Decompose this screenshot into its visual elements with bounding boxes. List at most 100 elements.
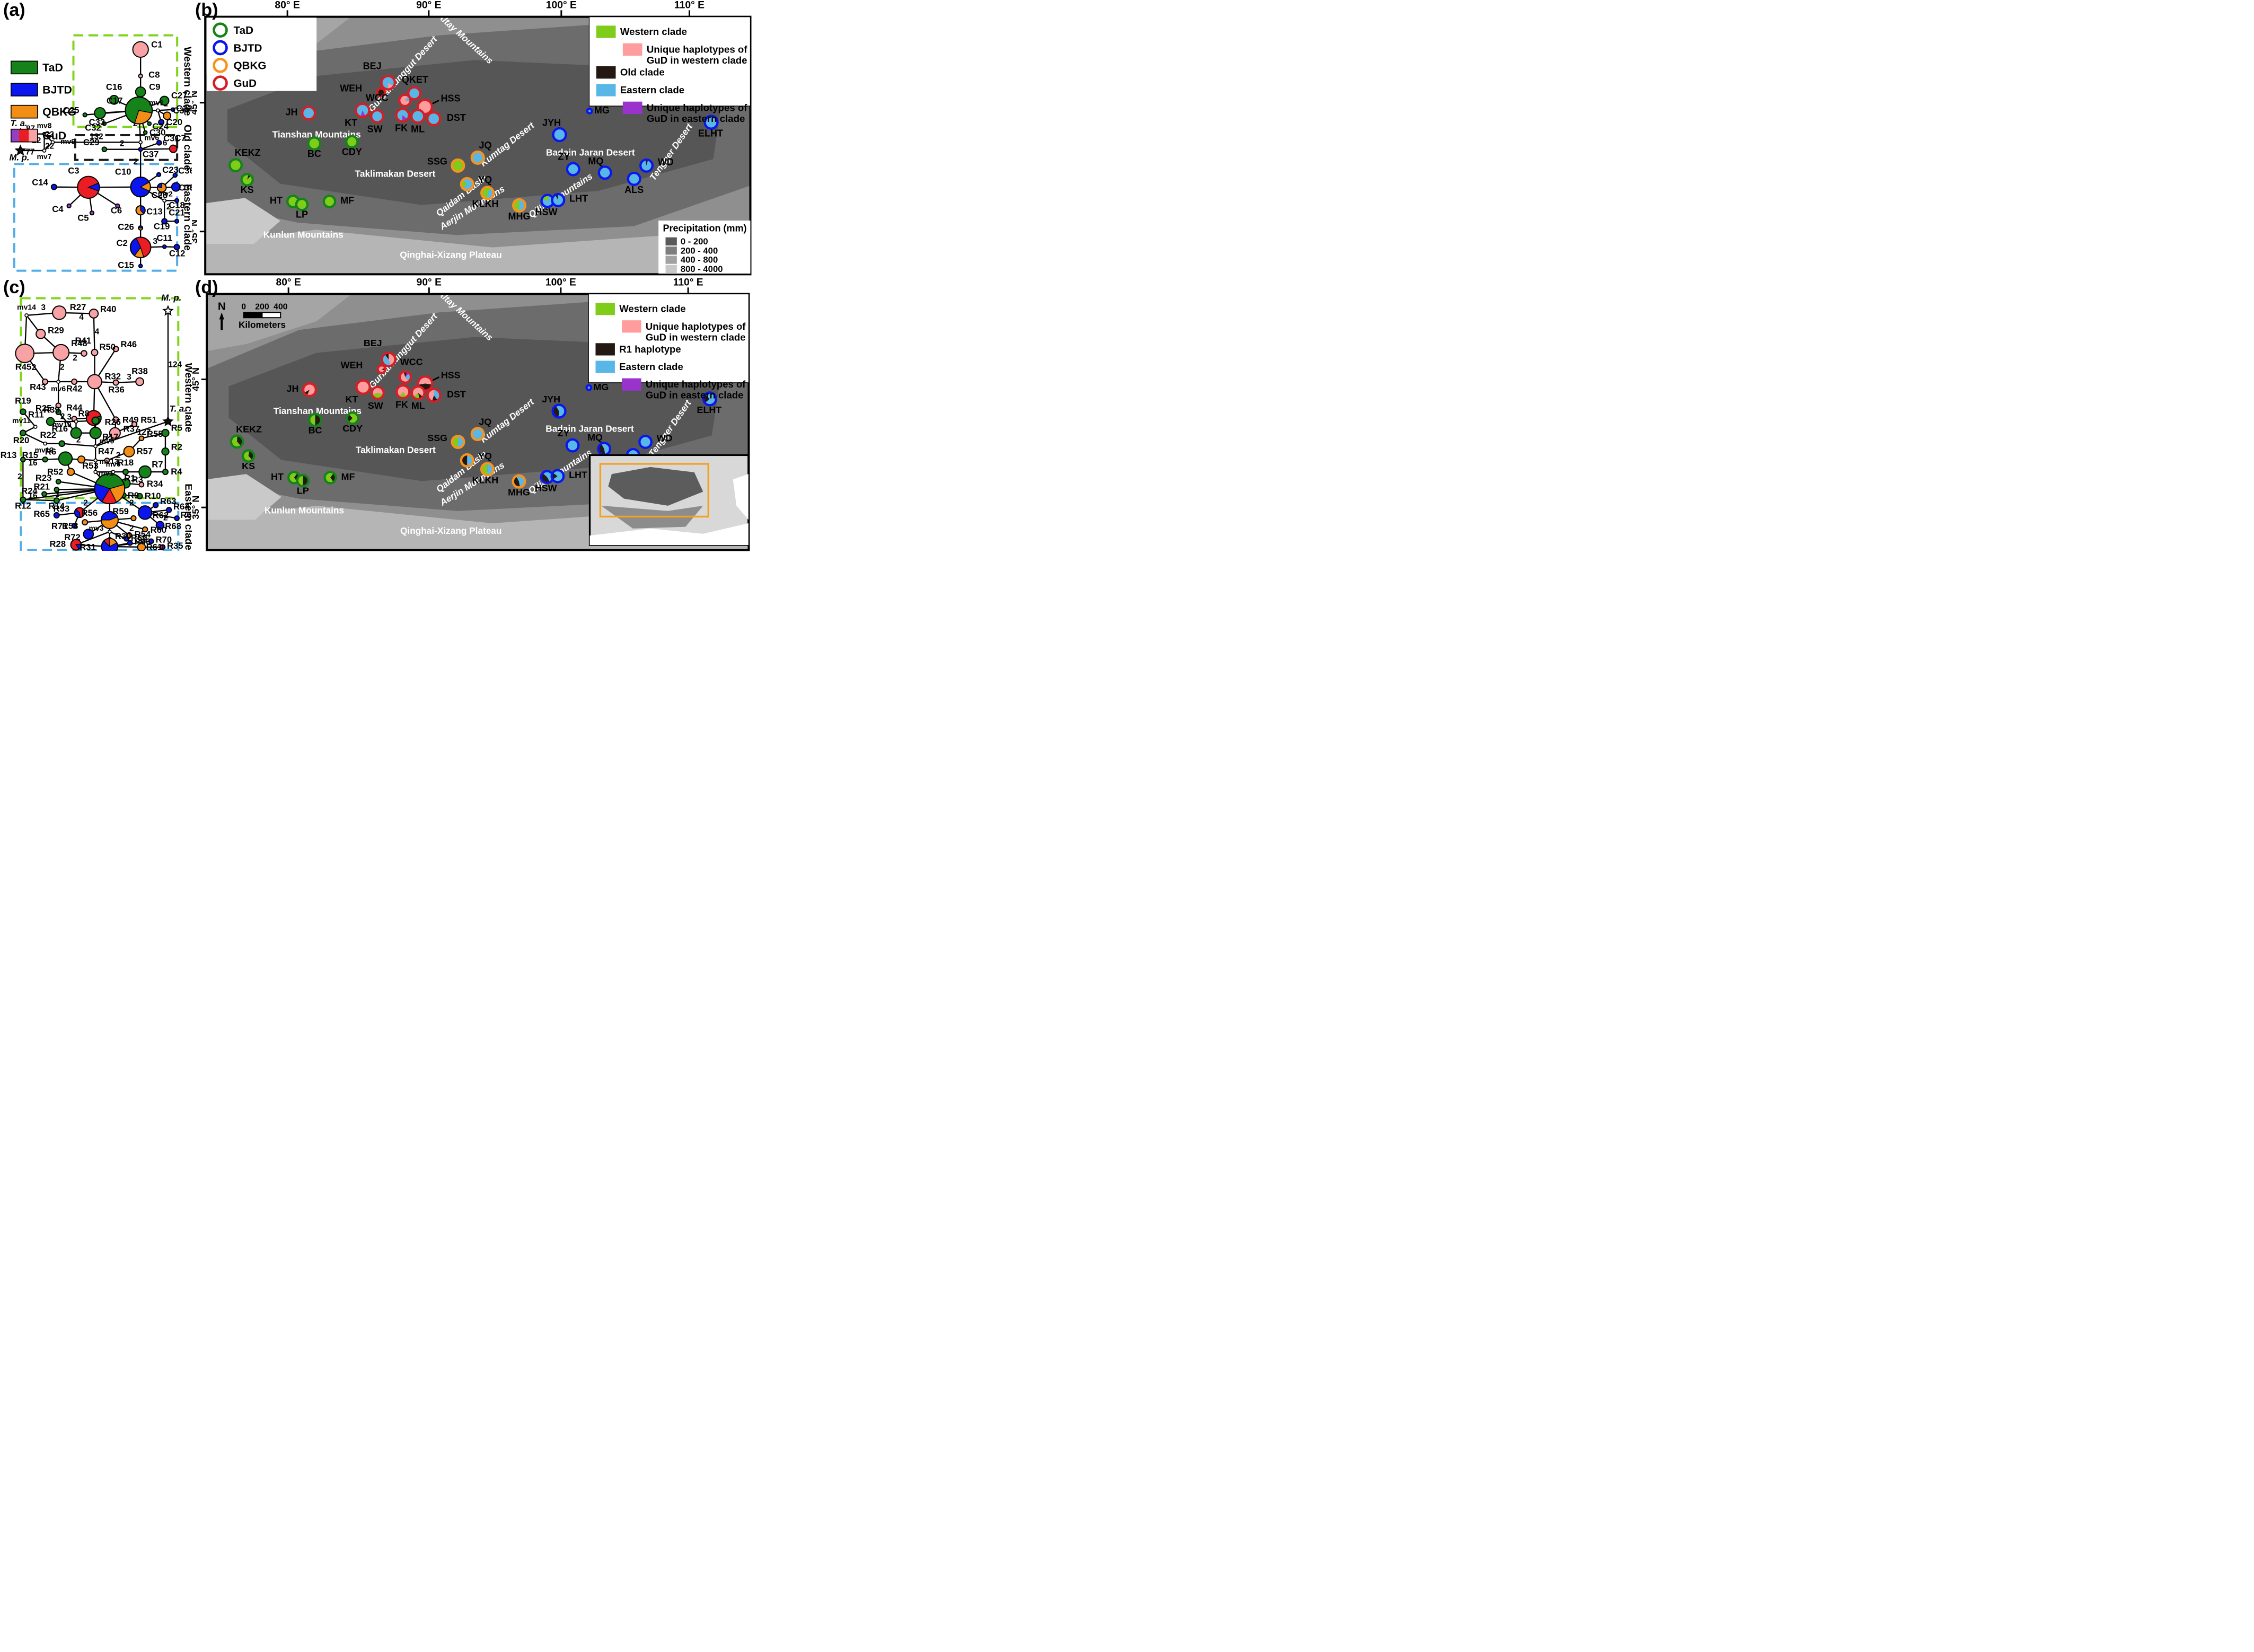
median-vector-mv12 [43, 441, 47, 446]
node-label-C10: C10 [115, 166, 131, 177]
node-R31 [101, 538, 119, 551]
node-R47 [104, 458, 110, 463]
node-label-R21: R21 [33, 481, 50, 491]
site-pie-KLKH [481, 187, 491, 199]
node-label-C29: C29 [83, 137, 100, 147]
site-label-HT: HT [270, 195, 283, 206]
node-label-R25: R25 [36, 403, 52, 413]
site-label-SW: SW [368, 400, 383, 411]
node-label-R29: R29 [48, 326, 64, 336]
median-vector-mv1 [156, 108, 160, 113]
panel-d-tag: (d) [195, 277, 218, 297]
node-C34 [163, 111, 172, 120]
edge-label: 2 [166, 203, 171, 212]
panel-d: (d) Altay Mountains Gurbantunggut Desert T… [192, 277, 752, 551]
site-pie-ELHT [702, 391, 717, 407]
site-pie-LP [296, 473, 310, 488]
node-label-C20: C20 [166, 117, 183, 127]
node-R1 [94, 473, 126, 505]
axis-label-45° N: 45° N [192, 91, 199, 115]
site-legend-ring-GuD [213, 75, 228, 91]
node-R34 [138, 481, 145, 488]
clade-legend-text: Unique haplotypes of [646, 379, 746, 390]
node-C17 [125, 96, 153, 125]
node-label-mv7: mv7 [37, 152, 51, 161]
node-label-R58: R58 [62, 521, 78, 531]
node-label-R17: R17 [102, 432, 119, 442]
node-C16 [109, 94, 119, 105]
outgroup-star-Mp [14, 144, 27, 156]
clade-legend-text: GuD in eastern clade [647, 113, 745, 124]
node-R52 [66, 468, 75, 476]
site-pie-LHT [551, 192, 566, 207]
scalebar-unit: Kilometers [239, 319, 286, 330]
axis-label-100° E: 100° E [545, 277, 576, 288]
median-vector-mv10 [74, 419, 78, 424]
node-label-R38: R38 [131, 366, 148, 376]
scalebar-tick: 400 [274, 302, 288, 311]
edge-mv3-R69 [109, 531, 127, 540]
node-label-R50: R50 [100, 342, 116, 352]
node-R49 [112, 416, 119, 424]
legend-swatch-border [10, 60, 38, 75]
edge-label: 2 [163, 514, 168, 523]
precip-label: 400 - 800 [681, 255, 718, 265]
node-C13 [135, 205, 146, 216]
clade-swatch [622, 101, 642, 114]
node-R67 [174, 515, 180, 521]
outgroup-star-Ta [162, 415, 174, 427]
node-R7 [138, 465, 152, 479]
node-label-R8: R8 [78, 408, 90, 418]
panel-a: (a) Western clade Old clade Eastern clade 2… [0, 0, 192, 276]
site-pie-FK [399, 392, 407, 399]
site-pie-WCC [398, 93, 412, 108]
edge-label: 2 [133, 157, 138, 166]
clade-legend-text: Unique haplotypes of [647, 102, 747, 113]
site-pie-BC [307, 136, 322, 151]
node-label-mv6b: mv6 [106, 460, 121, 468]
site-label-HSS: HSS [441, 93, 461, 104]
node-label-C35: C35 [179, 182, 192, 192]
node-C23 [156, 172, 162, 177]
node-R42 [71, 378, 78, 385]
node-R46 [112, 346, 119, 353]
node-R10 [136, 493, 143, 499]
site-legend-label-GuD: GuD [234, 77, 257, 90]
node-label-R55: R55 [147, 429, 163, 439]
edge-label: 3 [55, 490, 60, 499]
eastern-clade-box [13, 163, 179, 272]
site-legend-ring-BJTD [213, 40, 228, 56]
leader-HSS [432, 100, 439, 105]
site-label-CDY: CDY [342, 147, 362, 157]
node-R35 [160, 544, 166, 550]
geo-label: Taklimakan Desert [355, 168, 436, 179]
site-label-JQ: JQ [479, 416, 491, 427]
node-R29 [36, 329, 46, 339]
clade-legend-text: R1 haplotype [619, 344, 681, 355]
site-pie-MG [586, 107, 593, 115]
node-label-R5: R5 [171, 423, 182, 433]
site-pie-BEJ [380, 75, 397, 91]
node-label-R63: R63 [160, 496, 177, 506]
geo-label: Taklimakan Desert [356, 444, 436, 455]
node-R38 [135, 377, 144, 386]
site-label-WD: WD [658, 156, 674, 167]
clade-swatch [596, 84, 616, 96]
site-pie-JQ [470, 427, 485, 442]
node-label-R9: R9 [128, 490, 139, 500]
node-label-R30: R30 [115, 531, 131, 541]
site-pie-KS [241, 174, 253, 186]
node-R68 [155, 521, 165, 530]
site-pie-ML [410, 109, 426, 124]
node-R20 [20, 429, 27, 437]
node-label-Mp: M. p. [161, 293, 181, 303]
edge-label: 22 [45, 142, 54, 151]
node-R43 [42, 378, 49, 385]
node-R12 [20, 496, 27, 503]
edge-Ta-mv9 [95, 420, 169, 447]
node-C12 [173, 244, 180, 250]
node-label-R11: R11 [28, 409, 44, 419]
site-pie-SSG [451, 158, 465, 173]
site-pie-FK [395, 108, 410, 123]
